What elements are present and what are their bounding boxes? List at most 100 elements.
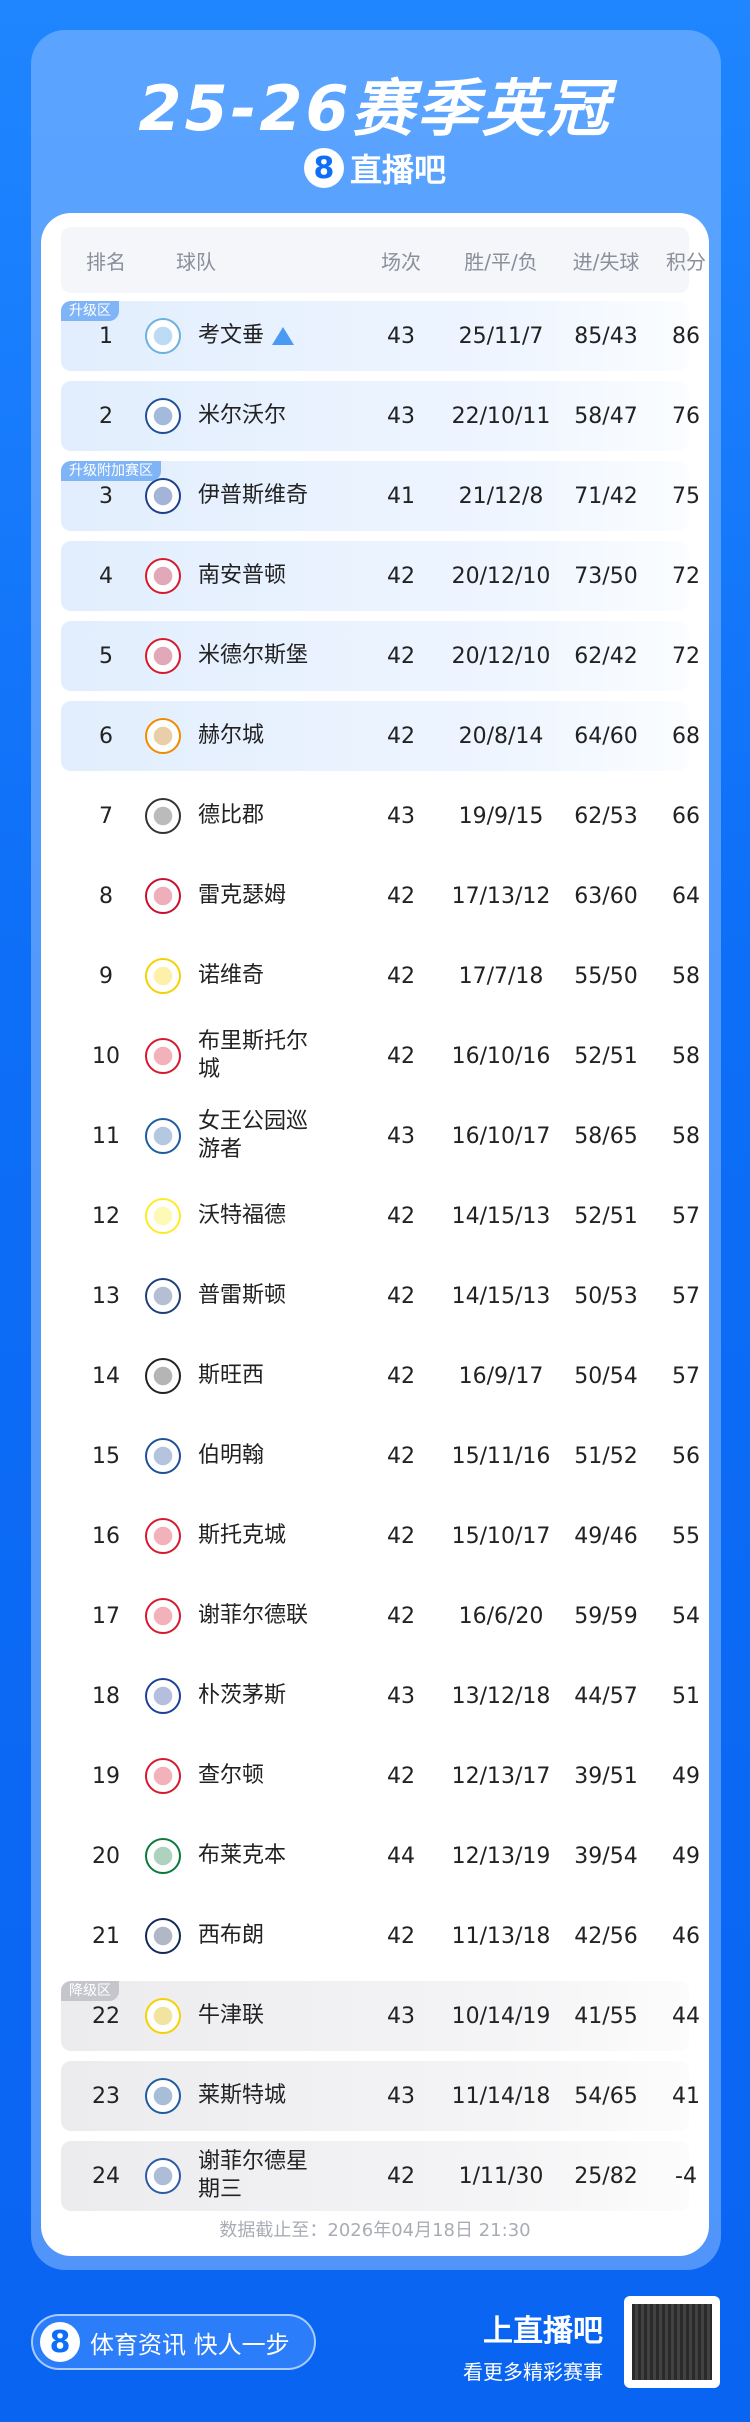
- points: 49: [672, 1763, 700, 1789]
- goals: 52/51: [574, 1203, 638, 1229]
- goals: 41/55: [574, 2003, 638, 2029]
- points: 68: [672, 723, 700, 749]
- team-name: 普雷斯顿: [198, 1283, 287, 1308]
- table-row[interactable]: 4 南安普顿 42 20/12/10 73/50 72: [61, 541, 700, 611]
- points: 75: [672, 483, 700, 509]
- points: 58: [672, 1043, 700, 1069]
- slogan-text: 体育资讯 快人一步: [90, 2330, 290, 2359]
- team-name: 赫尔城: [198, 723, 265, 748]
- win-draw-loss: 20/12/10: [451, 643, 551, 669]
- table-row[interactable]: 10 布里斯托尔城 42 16/10/16 52/51 58: [61, 1021, 700, 1091]
- team-crest-icon: [145, 1438, 181, 1474]
- table-row[interactable]: 升级附加赛区 3 伊普斯维奇 41 21/12/8 71/42 75: [61, 461, 700, 531]
- played: 41: [387, 483, 415, 509]
- team-crest-icon: [145, 558, 181, 594]
- table-row[interactable]: 8 雷克瑟姆 42 17/13/12 63/60 64: [61, 861, 700, 931]
- slogan-pill: 8 体育资讯 快人一步: [31, 2314, 316, 2370]
- table-row[interactable]: 17 谢菲尔德联 42 16/6/20 59/59 54: [61, 1581, 700, 1651]
- goals: 55/50: [574, 963, 638, 989]
- rank: 21: [92, 1923, 120, 1949]
- table-row[interactable]: 5 米德尔斯堡 42 20/12/10 62/42 72: [61, 621, 700, 691]
- zone-badge: 降级区: [61, 1981, 119, 2001]
- table-row[interactable]: 15 伯明翰 42 15/11/16 51/52 56: [61, 1421, 700, 1491]
- table-row[interactable]: 13 普雷斯顿 42 14/15/13 50/53 57: [61, 1261, 700, 1331]
- team-name: 斯旺西: [198, 1363, 265, 1388]
- table-body: 升级区 1 考文垂 43 25/11/7 85/43 86 2 米尔沃尔 43 22…: [61, 301, 700, 2221]
- team-crest-icon: [145, 1998, 181, 2034]
- table-row[interactable]: 12 沃特福德 42 14/15/13 52/51 57: [61, 1181, 700, 1251]
- table-row[interactable]: 16 斯托克城 42 15/10/17 49/46 55: [61, 1501, 700, 1571]
- goals: 62/42: [574, 643, 638, 669]
- goals: 85/43: [574, 323, 638, 349]
- team-name: 谢菲尔德星期三: [198, 2149, 309, 2202]
- team-name: 德比郡: [198, 803, 265, 828]
- win-draw-loss: 13/12/18: [451, 1683, 551, 1709]
- team-crest-icon: [145, 1038, 181, 1074]
- win-draw-loss: 15/11/16: [451, 1443, 551, 1469]
- team-crest-icon: [145, 878, 181, 914]
- table-row[interactable]: 24 谢菲尔德星期三 42 1/11/30 25/82 -4: [61, 2141, 697, 2211]
- goals: 39/51: [574, 1763, 638, 1789]
- header-goals: 进/失球: [572, 249, 640, 274]
- table-row[interactable]: 23 莱斯特城 43 11/14/18 54/65 41: [61, 2061, 700, 2131]
- team-crest-icon: [145, 798, 181, 834]
- points: -4: [675, 2163, 697, 2189]
- win-draw-loss: 1/11/30: [458, 2163, 544, 2189]
- table-row[interactable]: 升级区 1 考文垂 43 25/11/7 85/43 86: [61, 301, 700, 371]
- team-name: 考文垂: [198, 301, 310, 371]
- win-draw-loss: 15/10/17: [451, 1523, 551, 1549]
- points: 72: [672, 563, 700, 589]
- goals: 39/54: [574, 1843, 638, 1869]
- team-crest-icon: [145, 1598, 181, 1634]
- team-crest-icon: [145, 398, 181, 434]
- points: 58: [672, 1123, 700, 1149]
- app-promo: 上直播吧 看更多精彩赛事: [463, 2306, 603, 2385]
- table-row[interactable]: 11 女王公园巡游者 43 16/10/17 58/65 58: [61, 1101, 700, 1171]
- win-draw-loss: 12/13/19: [451, 1843, 551, 1869]
- brand-eight-icon: 8: [303, 148, 344, 188]
- played: 44: [387, 1843, 415, 1869]
- qr-code[interactable]: [624, 2296, 720, 2388]
- played: 42: [387, 1523, 415, 1549]
- team-crest-icon: [145, 718, 181, 754]
- win-draw-loss: 11/13/18: [451, 1923, 551, 1949]
- played: 42: [387, 2163, 415, 2189]
- table-row[interactable]: 20 布莱克本 44 12/13/19 39/54 49: [61, 1821, 700, 1891]
- table-row[interactable]: 21 西布朗 42 11/13/18 42/56 46: [61, 1901, 700, 1971]
- played: 42: [387, 1043, 415, 1069]
- promo-title: 上直播吧: [483, 2314, 603, 2349]
- table-row[interactable]: 9 诺维奇 42 17/7/18 55/50 58: [61, 941, 700, 1011]
- win-draw-loss: 14/15/13: [451, 1203, 551, 1229]
- win-draw-loss: 16/6/20: [458, 1603, 544, 1629]
- rank: 8: [99, 883, 113, 909]
- team-name: 沃特福德: [198, 1203, 287, 1228]
- played: 43: [387, 403, 415, 429]
- rank: 5: [99, 643, 113, 669]
- team-name: 米尔沃尔: [198, 403, 287, 428]
- goals: 64/60: [574, 723, 638, 749]
- rank: 23: [92, 2083, 120, 2109]
- points: 51: [672, 1683, 700, 1709]
- rank: 6: [99, 723, 113, 749]
- table-row[interactable]: 6 赫尔城 42 20/8/14 64/60 68: [61, 701, 700, 771]
- team-crest-icon: [145, 1198, 181, 1234]
- played: 42: [387, 1443, 415, 1469]
- table-row[interactable]: 18 朴茨茅斯 43 13/12/18 44/57 51: [61, 1661, 700, 1731]
- table-row[interactable]: 14 斯旺西 42 16/9/17 50/54 57: [61, 1341, 700, 1411]
- team-name: 伯明翰: [198, 1443, 265, 1468]
- team-crest-icon: [145, 1678, 181, 1714]
- table-row[interactable]: 2 米尔沃尔 43 22/10/11 58/47 76: [61, 381, 700, 451]
- table-row[interactable]: 7 德比郡 43 19/9/15 62/53 66: [61, 781, 700, 851]
- team-crest-icon: [145, 1278, 181, 1314]
- rank: 3: [99, 483, 113, 509]
- table-row[interactable]: 19 查尔顿 42 12/13/17 39/51 49: [61, 1741, 700, 1811]
- win-draw-loss: 10/14/19: [451, 2003, 551, 2029]
- goals: 42/56: [574, 1923, 638, 1949]
- played: 42: [387, 1923, 415, 1949]
- points: 86: [672, 323, 700, 349]
- points: 46: [672, 1923, 700, 1949]
- points: 57: [672, 1203, 700, 1229]
- standings-card: 排名 球队 场次 胜/平/负 进/失球 积分 升级区 1 考文垂 43 25/11…: [41, 213, 709, 2256]
- table-row[interactable]: 降级区 22 牛津联 43 10/14/19 41/55 44: [61, 1981, 700, 2051]
- rank: 17: [92, 1603, 120, 1629]
